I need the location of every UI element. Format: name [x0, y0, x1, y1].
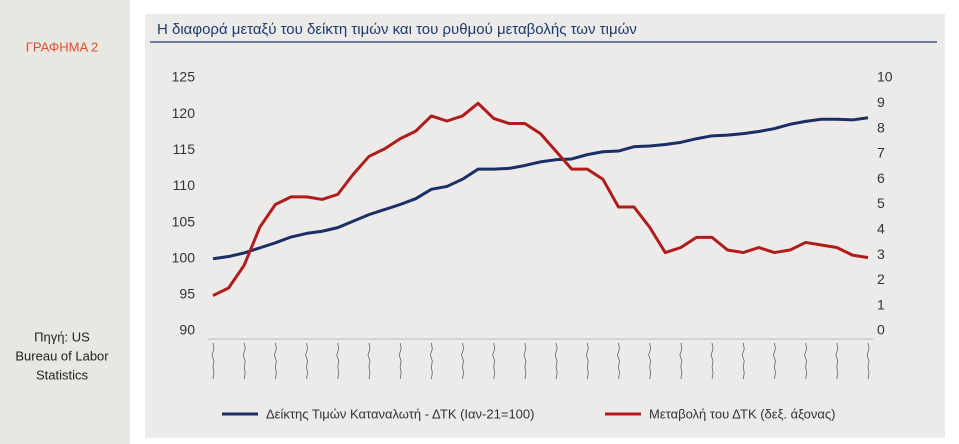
- x-tick-label: [710, 342, 714, 380]
- y2-tick-label: 3: [877, 246, 885, 262]
- x-tick-label: [741, 342, 745, 380]
- chart-title: Η διαφορά μεταξύ του δείκτη τιμών και το…: [157, 21, 637, 38]
- x-tick-label: [492, 342, 496, 380]
- x-tick-label: [242, 342, 246, 380]
- x-tick-label: [554, 342, 558, 380]
- y-tick-label: 110: [173, 177, 196, 193]
- series-line: [212, 101, 869, 297]
- x-tick-label: [804, 342, 808, 380]
- source: Statistics: [36, 367, 89, 382]
- legend-label: Μεταβολή του ΔΤΚ (δεξ. άξονας): [649, 406, 835, 421]
- x-tick-label: [429, 342, 433, 380]
- x-tick-label: [305, 342, 308, 380]
- chart-bg: [145, 14, 945, 438]
- y2-tick-label: 10: [877, 69, 893, 85]
- source: Bureau of Labor: [15, 348, 109, 363]
- source: Πηγή: US: [34, 329, 90, 344]
- x-tick-label: [866, 342, 870, 380]
- y-tick-label: 90: [179, 322, 195, 338]
- y-tick-label: 100: [172, 249, 196, 265]
- y2-tick-label: 5: [877, 195, 885, 211]
- y2-tick-label: 0: [877, 322, 885, 338]
- sidebar-label: ΓΡΑΦΗΜΑ 2: [26, 39, 99, 54]
- x-tick-label: [398, 342, 402, 380]
- x-tick-label: [367, 342, 371, 380]
- y2-tick-label: 1: [877, 296, 885, 312]
- x-tick-label: [336, 342, 340, 380]
- y2-tick-label: 2: [877, 271, 885, 287]
- x-tick-label: [523, 342, 527, 380]
- legend-label: Δείκτης Τιμών Καταναλωτή - ΔΤΚ (Ιαν-21=1…: [266, 406, 534, 421]
- x-tick-label: [773, 342, 776, 380]
- x-tick-label: [585, 342, 589, 380]
- y-tick-label: 120: [172, 105, 196, 121]
- y-tick-label: 95: [179, 286, 195, 302]
- y2-tick-label: 4: [877, 221, 885, 237]
- y2-tick-label: 6: [877, 170, 885, 186]
- x-tick-label: [461, 342, 464, 380]
- y2-tick-label: 8: [877, 119, 885, 135]
- x-tick-label: [648, 342, 652, 380]
- x-tick-label: [835, 342, 839, 380]
- y-tick-label: 105: [172, 213, 196, 229]
- x-tick-label: [273, 342, 277, 380]
- series-line: [212, 116, 869, 261]
- x-tick-label: [211, 342, 215, 380]
- y2-tick-label: 7: [877, 145, 885, 161]
- y-tick-label: 125: [172, 69, 196, 85]
- y-tick-label: 115: [173, 141, 196, 157]
- sidebar-bg: [0, 0, 130, 444]
- y2-tick-label: 9: [877, 94, 885, 110]
- x-tick-label: [679, 342, 683, 380]
- x-tick-label: [617, 342, 620, 380]
